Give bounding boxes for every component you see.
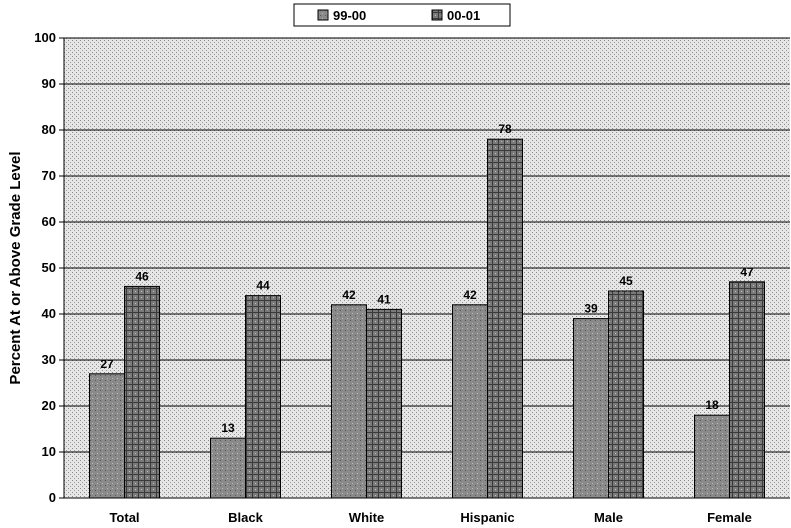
bar-00-01-female bbox=[729, 281, 765, 499]
data-label: 46 bbox=[135, 269, 149, 283]
y-tick-label: 30 bbox=[42, 352, 56, 367]
data-label: 13 bbox=[221, 421, 235, 435]
bar-00-01-total bbox=[124, 285, 160, 499]
y-ticks: 0 10 20 30 40 50 60 70 80 90 100 bbox=[34, 30, 64, 505]
bar-99-00-white bbox=[331, 304, 367, 499]
bar-00-01-black bbox=[245, 295, 281, 499]
bar-99-00-total bbox=[89, 373, 125, 499]
bar-99-00-black bbox=[210, 437, 246, 499]
legend: 99-00 00-01 bbox=[293, 3, 511, 27]
x-category-label: Male bbox=[594, 510, 623, 525]
bar-00-01-male bbox=[608, 290, 644, 499]
gridlines bbox=[64, 37, 790, 453]
data-label: 41 bbox=[377, 292, 391, 306]
legend-label-99-00: 99-00 bbox=[333, 8, 366, 23]
y-tick-label: 10 bbox=[42, 444, 56, 459]
data-label: 78 bbox=[498, 122, 512, 136]
bar-00-01-white bbox=[366, 308, 402, 499]
x-category-label: Hispanic bbox=[460, 510, 514, 525]
bar-99-00-hispanic bbox=[452, 304, 488, 499]
bar-99-00-female bbox=[694, 414, 730, 499]
x-category-label: Female bbox=[707, 510, 752, 525]
data-label: 45 bbox=[619, 274, 633, 288]
legend-label-00-01: 00-01 bbox=[447, 8, 480, 23]
y-tick-label: 100 bbox=[34, 30, 56, 45]
x-category-label: Black bbox=[228, 510, 263, 525]
y-tick-label: 50 bbox=[42, 260, 56, 275]
x-labels: Total Black White Hispanic Male Female bbox=[109, 510, 751, 525]
bars bbox=[89, 138, 765, 499]
y-tick-label: 0 bbox=[49, 490, 56, 505]
y-axis-title: Percent At or Above Grade Level bbox=[7, 151, 24, 384]
legend-box bbox=[293, 3, 511, 27]
x-category-label: White bbox=[349, 510, 384, 525]
bar-99-00-male bbox=[573, 318, 609, 499]
y-tick-label: 60 bbox=[42, 214, 56, 229]
data-label: 44 bbox=[256, 279, 270, 293]
data-label: 42 bbox=[342, 288, 356, 302]
y-tick-label: 40 bbox=[42, 306, 56, 321]
bar-00-01-hispanic bbox=[487, 138, 523, 499]
x-category-label: Total bbox=[109, 510, 139, 525]
y-tick-label: 70 bbox=[42, 168, 56, 183]
y-tick-label: 20 bbox=[42, 398, 56, 413]
legend-swatch-00-01 bbox=[431, 9, 443, 21]
data-label: 39 bbox=[584, 302, 598, 316]
y-tick-label: 90 bbox=[42, 76, 56, 91]
data-label: 42 bbox=[463, 288, 477, 302]
legend-swatch-99-00 bbox=[317, 9, 329, 21]
data-labels: 27 46 13 44 42 41 42 78 39 45 18 47 bbox=[100, 122, 754, 435]
data-label: 47 bbox=[740, 265, 754, 279]
y-tick-label: 80 bbox=[42, 122, 56, 137]
data-label: 27 bbox=[100, 357, 114, 371]
data-label: 18 bbox=[705, 398, 719, 412]
